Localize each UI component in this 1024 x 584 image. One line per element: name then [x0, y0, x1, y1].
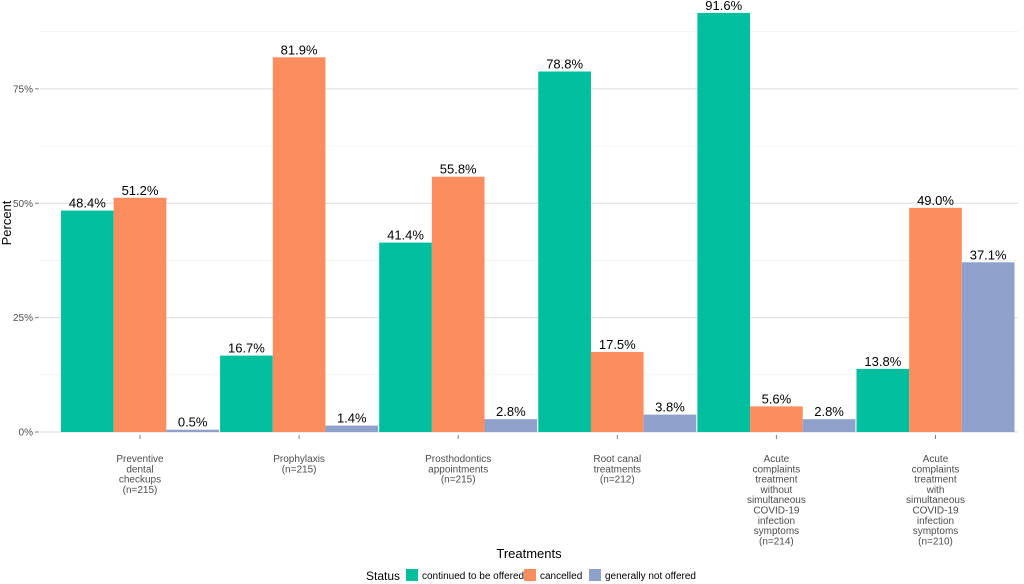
x-tick-label: Prosthodontics appointments (n=215)	[425, 454, 491, 486]
data-label: 81.9%	[281, 42, 318, 57]
legend-label: continued to be offered	[422, 571, 524, 582]
gridlines	[40, 31, 1018, 433]
x-tick-label: Preventive dental checkups (n=215)	[116, 454, 164, 496]
data-label: 0.5%	[178, 415, 208, 430]
legend-swatch	[406, 569, 418, 581]
bar	[643, 414, 697, 432]
x-tick-label: Acute complaints treatment with simultaneous…	[906, 454, 965, 547]
data-label: 55.8%	[440, 162, 477, 177]
x-tick-label: Acute complaints treatment without simultane…	[747, 454, 806, 547]
y-tick-label: 50%	[13, 199, 33, 210]
data-label: 17.5%	[599, 337, 636, 352]
legend-title: Status	[366, 569, 400, 583]
bar	[61, 210, 114, 432]
bar	[220, 355, 273, 432]
bars	[61, 12, 1015, 433]
y-tick-label: 0%	[19, 428, 34, 439]
data-labels: 48.4% 51.2% 0.5% 16.7% 81.9% 1.4% 41.4% 55.8% 2.…	[69, 0, 1007, 430]
data-label: 49.0%	[917, 193, 954, 208]
x-axis-title: Treatments	[496, 546, 562, 561]
legend-swatch	[524, 569, 536, 581]
bar	[113, 197, 167, 432]
bar	[750, 406, 803, 432]
bar	[484, 419, 538, 432]
y-axis: 0% 25% 50% 75%	[13, 84, 39, 439]
x-tick-label: Root canal treatments (n=212)	[593, 454, 641, 486]
data-label: 48.4%	[69, 196, 106, 211]
bar	[590, 351, 644, 432]
data-label: 51.2%	[122, 183, 159, 198]
y-tick-label: 75%	[13, 84, 33, 95]
bar	[909, 207, 962, 432]
legend: Status continued to be offered cancelled g…	[366, 569, 696, 583]
y-axis-title: Percent	[0, 200, 14, 245]
legend-label: cancelled	[540, 571, 582, 582]
data-label: 2.8%	[496, 404, 526, 419]
bar	[697, 12, 751, 433]
bar	[961, 262, 1015, 432]
bar	[538, 71, 591, 433]
data-label: 16.7%	[228, 341, 265, 356]
x-tick-label: Prophylaxis (n=215)	[273, 454, 325, 475]
data-label: 91.6%	[705, 0, 742, 13]
data-label: 3.8%	[655, 400, 685, 415]
legend-swatch	[589, 569, 601, 581]
data-label: 37.1%	[970, 247, 1007, 262]
data-label: 2.8%	[814, 404, 844, 419]
y-tick-label: 25%	[13, 313, 33, 324]
bar	[166, 429, 219, 432]
legend-label: generally not offered	[605, 571, 696, 582]
data-label: 1.4%	[337, 411, 367, 426]
bar	[379, 242, 432, 432]
x-axis: Preventive dental checkups (n=215) Prophylax…	[116, 435, 965, 547]
data-label: 5.6%	[762, 391, 792, 406]
data-label: 13.8%	[864, 354, 901, 369]
bar	[325, 425, 379, 432]
bar	[856, 368, 910, 432]
data-label: 41.4%	[387, 228, 424, 243]
data-label: 78.8%	[546, 56, 583, 71]
bar	[802, 419, 856, 432]
bar	[431, 176, 485, 432]
bar	[272, 57, 326, 433]
